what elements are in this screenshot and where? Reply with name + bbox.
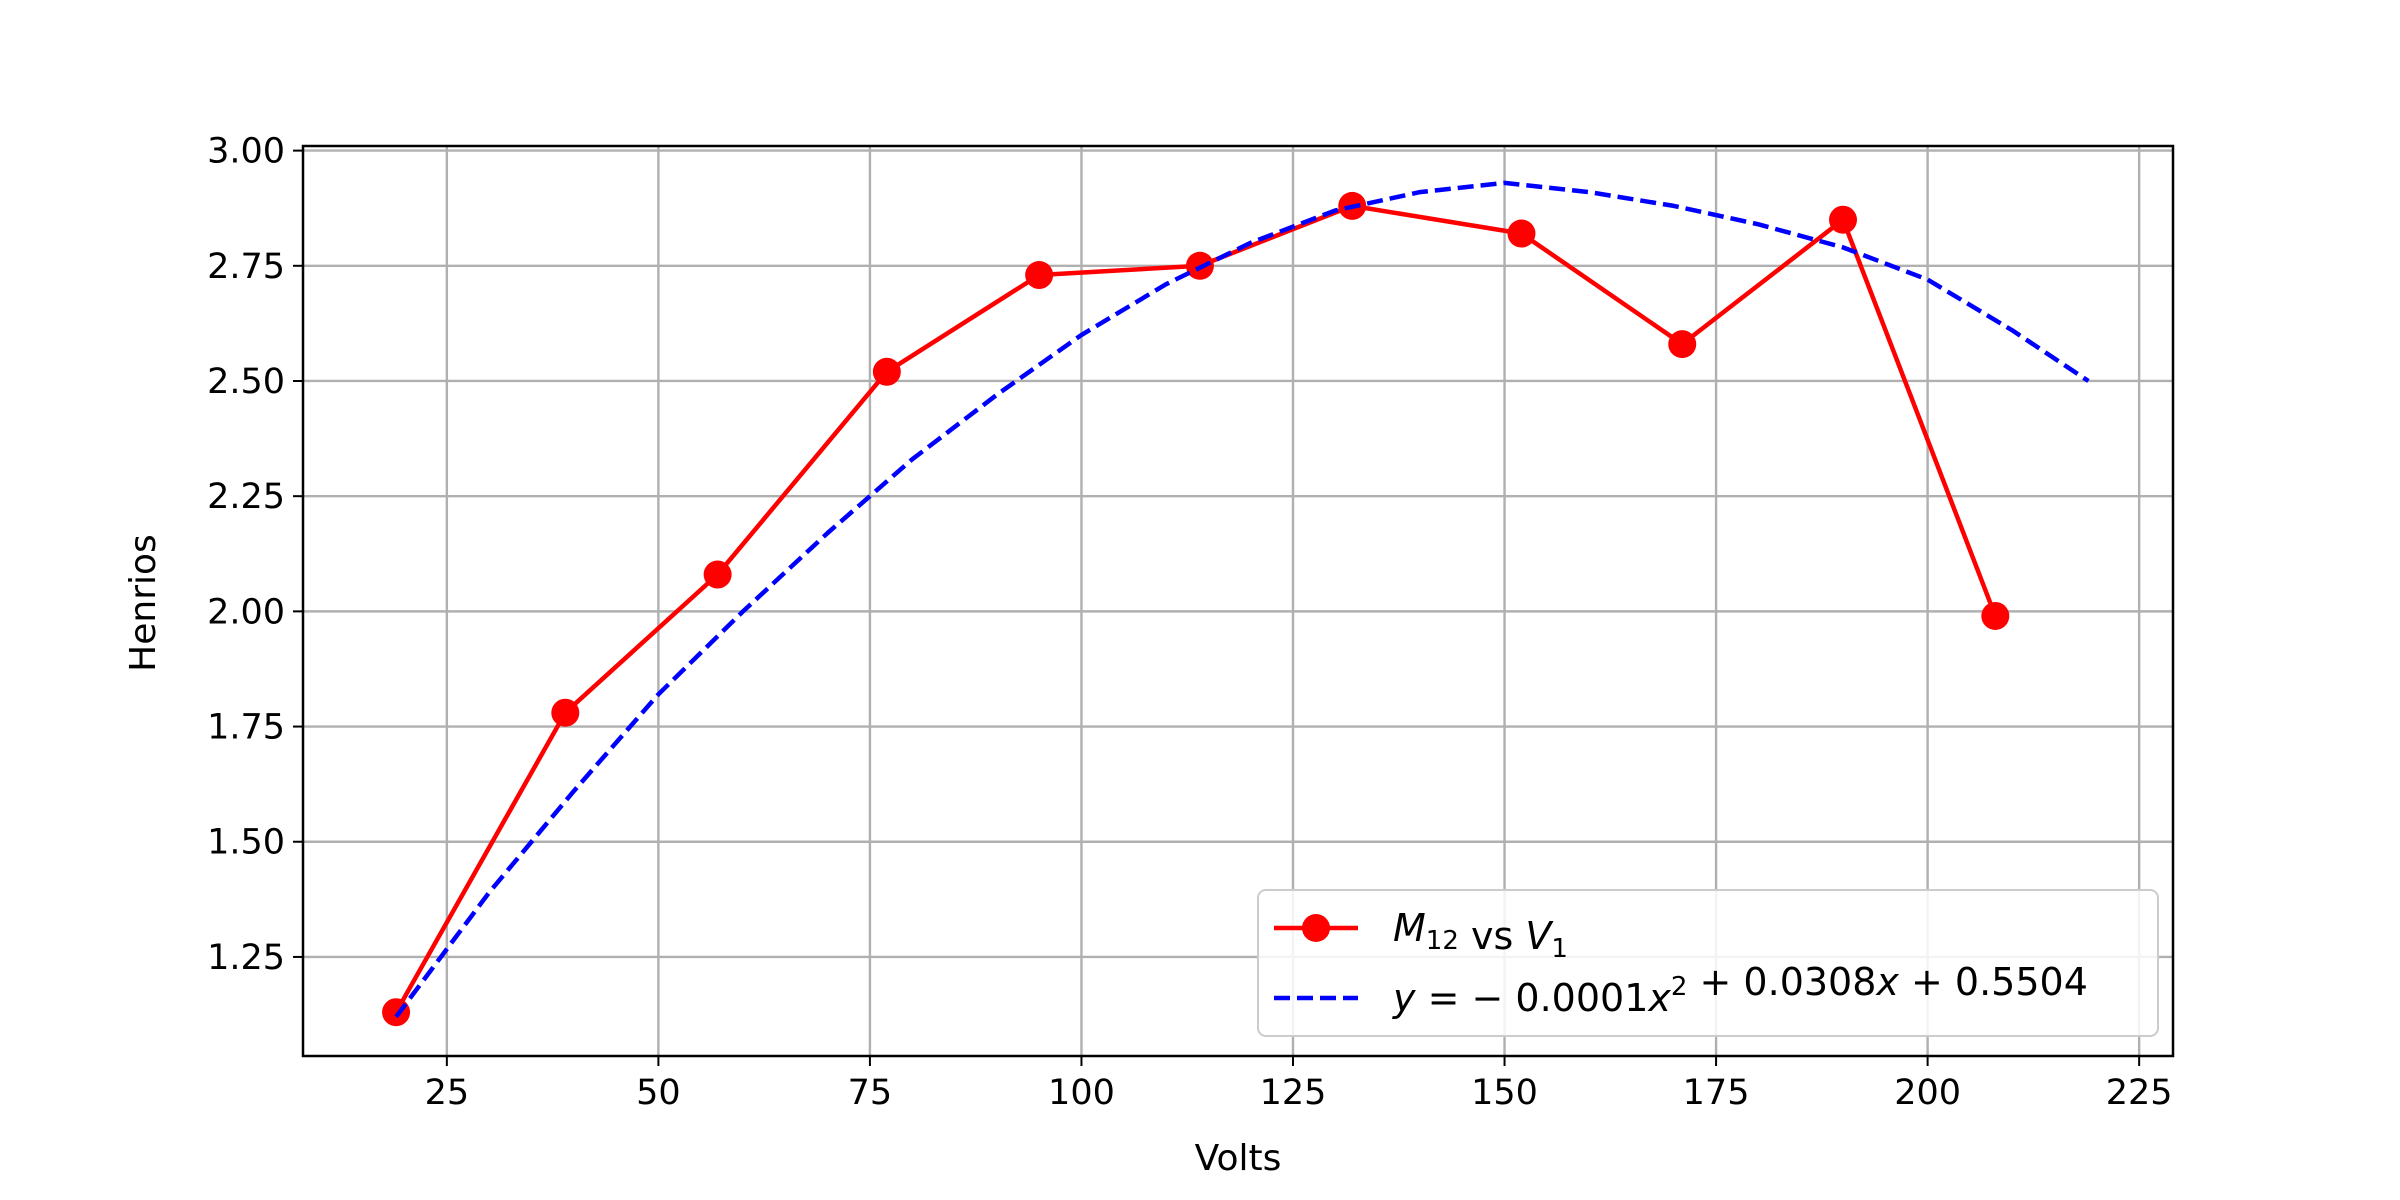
y-axis-label: Henrios: [123, 534, 164, 672]
x-tick-label: 150: [1471, 1073, 1538, 1113]
data-point: [1507, 219, 1536, 248]
plot-area: [382, 180, 2090, 1027]
x-tick-label: 125: [1260, 1073, 1327, 1113]
y-tick-label: 3.00: [207, 132, 285, 172]
data-point: [1025, 261, 1054, 290]
legend-label-0: M12 vs V1: [1393, 906, 1568, 964]
series-line-1: [394, 180, 2090, 1019]
y-tick-label: 2.75: [207, 247, 285, 287]
legend-label-1: y = − 0.0001x2 + 0.0308x + 0.5504: [1392, 960, 2088, 1020]
legend: M12 vs V1y = − 0.0001x2 + 0.0308x + 0.55…: [1257, 889, 2159, 1037]
y-tick-label: 1.50: [207, 823, 285, 863]
data-point: [1668, 330, 1697, 359]
y-tick-label: 1.25: [207, 938, 285, 978]
x-tick-label: 100: [1048, 1073, 1115, 1113]
y-tick-label: 2.25: [207, 477, 285, 517]
data-point: [1981, 601, 2010, 630]
x-axis-label: Volts: [1195, 1138, 1282, 1179]
x-axis: 25 50 75 100 125 150 175 200 225: [425, 1056, 2173, 1113]
legend-box: [1257, 889, 2159, 1037]
y-tick-label: 2.50: [207, 362, 285, 402]
y-tick-label: 2.00: [207, 592, 285, 632]
data-point: [872, 357, 901, 386]
data-point: [382, 998, 411, 1027]
data-point: [551, 698, 580, 727]
x-tick-label: 200: [1894, 1073, 1961, 1113]
data-point: [1829, 205, 1857, 234]
x-tick-label: 175: [1683, 1073, 1750, 1113]
data-point: [703, 560, 732, 589]
axes-frame: [301, 144, 2175, 1058]
x-tick-label: 75: [848, 1073, 893, 1113]
x-tick-label: 25: [425, 1073, 470, 1113]
x-tick-label: 50: [636, 1073, 681, 1113]
y-axis: 1.25 1.50 1.75 2.00 2.25 2.50 2.75 3.00: [207, 132, 303, 978]
y-tick-label: 1.75: [207, 708, 285, 748]
legend-marker: [1302, 914, 1330, 942]
x-tick-label: 225: [2106, 1073, 2173, 1113]
